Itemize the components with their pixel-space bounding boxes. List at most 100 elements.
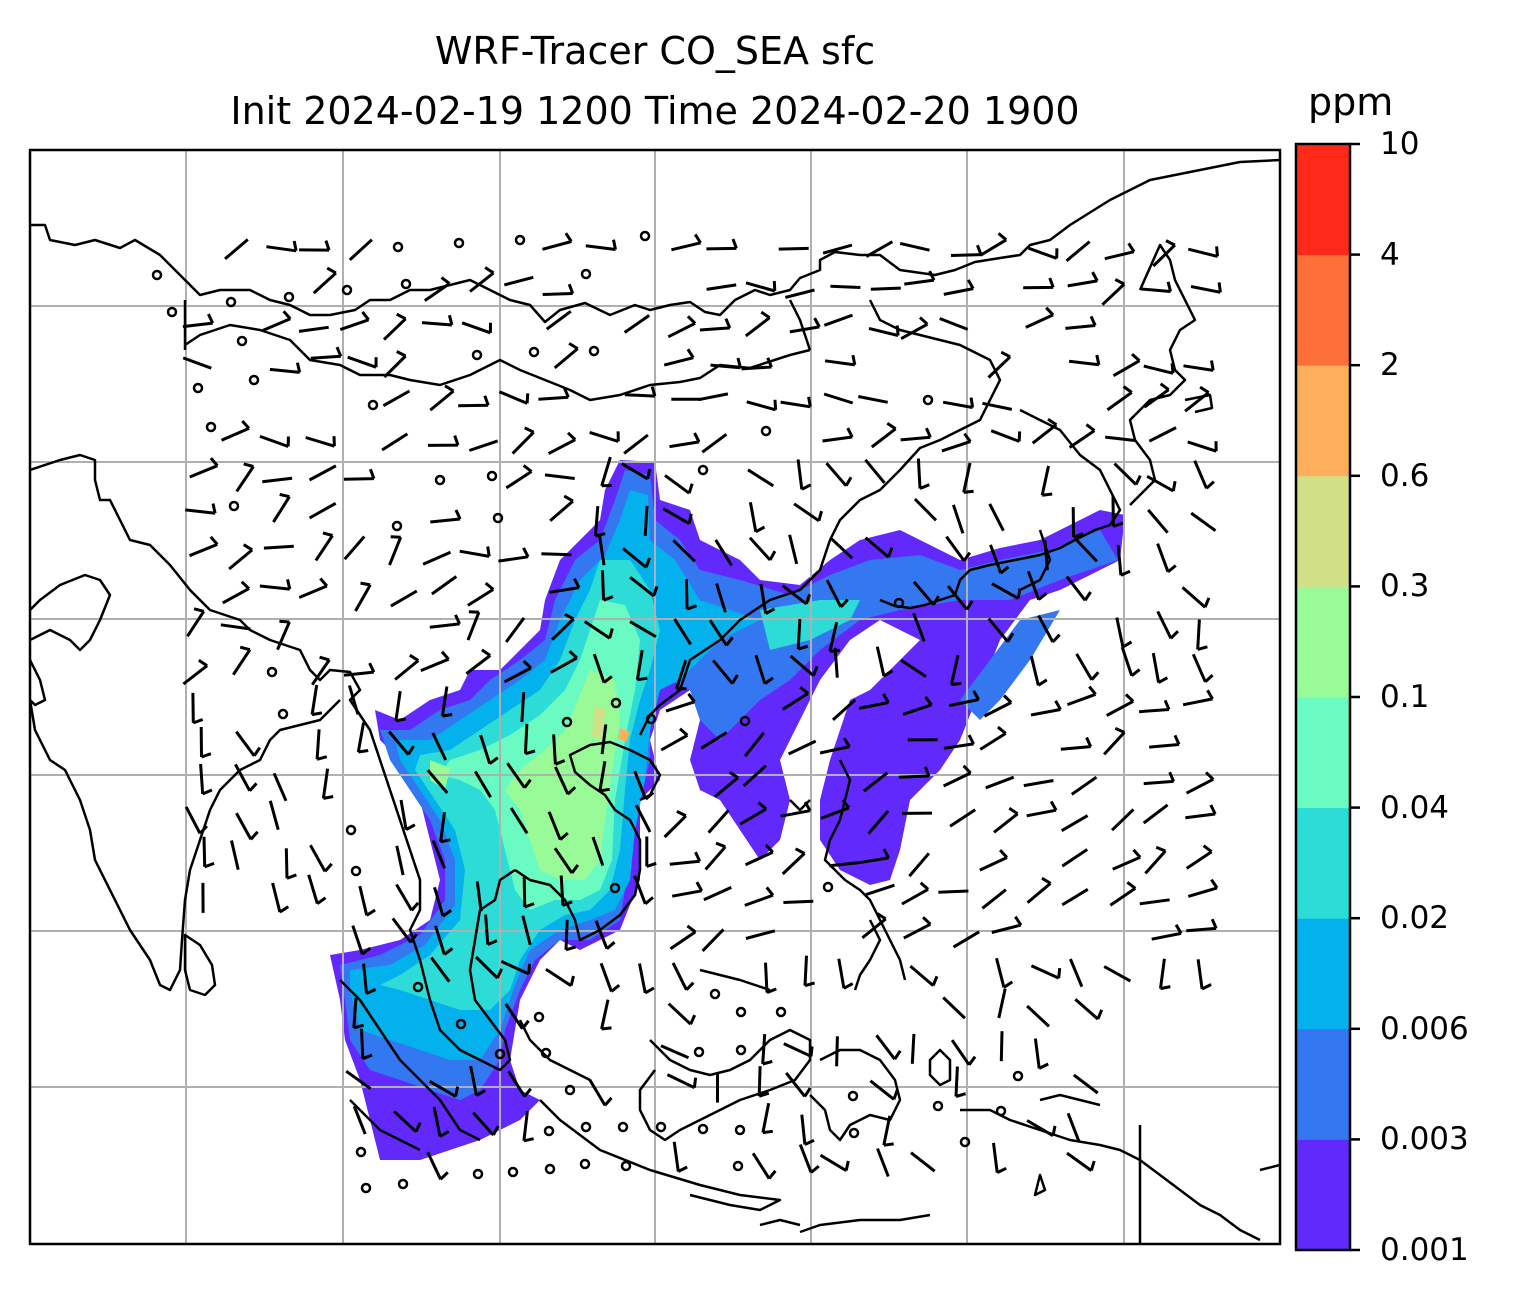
colorbar-segment bbox=[1296, 1139, 1350, 1251]
wind-barb bbox=[1074, 998, 1104, 1021]
wind-barb bbox=[701, 433, 728, 454]
wind-barb bbox=[780, 396, 812, 409]
wind-barb bbox=[825, 579, 849, 608]
wind-barb bbox=[1040, 465, 1053, 497]
wind-barb bbox=[671, 233, 702, 252]
wind-barb bbox=[1023, 779, 1054, 788]
wind-barb bbox=[904, 270, 936, 286]
wind-barb bbox=[431, 840, 446, 869]
calm-wind-marker bbox=[434, 474, 446, 486]
wind-barb bbox=[352, 997, 364, 1030]
wind-barb bbox=[266, 240, 298, 253]
wind-barb bbox=[182, 313, 215, 329]
wind-barb bbox=[426, 769, 449, 794]
wind-barb bbox=[468, 439, 499, 452]
wind-barb bbox=[671, 881, 704, 898]
calm-wind-marker bbox=[277, 708, 289, 720]
wind-barb bbox=[746, 399, 778, 412]
calm-wind-marker bbox=[391, 520, 403, 532]
wind-barb bbox=[952, 930, 980, 949]
wind-barb bbox=[865, 883, 895, 897]
wind-barb bbox=[667, 1002, 697, 1026]
wind-barb bbox=[861, 912, 887, 939]
wind-barb bbox=[509, 807, 529, 835]
calm-wind-marker bbox=[822, 881, 834, 893]
wind-barb bbox=[987, 350, 1012, 379]
wind-barb bbox=[701, 928, 725, 952]
calm-wind-marker bbox=[760, 425, 772, 437]
colorbar-tick-label: 0.3 bbox=[1380, 568, 1430, 605]
wind-barb bbox=[623, 433, 649, 455]
wind-barb bbox=[663, 810, 687, 839]
wind-barb bbox=[1190, 282, 1222, 294]
wind-barb bbox=[1185, 771, 1215, 795]
map-frame bbox=[28, 148, 1282, 1246]
wind-barb bbox=[865, 240, 894, 258]
wind-barb bbox=[362, 963, 377, 995]
wind-barb bbox=[1151, 652, 1169, 684]
wind-barb bbox=[1030, 700, 1062, 717]
wind-barb bbox=[981, 888, 1007, 910]
wind-barb bbox=[949, 808, 977, 828]
calm-wind-marker bbox=[732, 1160, 744, 1172]
wind-barb bbox=[660, 727, 689, 752]
wind-barb bbox=[311, 655, 331, 686]
wind-barb bbox=[1029, 655, 1048, 687]
wind-barb bbox=[825, 462, 853, 487]
colorbar-segment bbox=[1296, 144, 1350, 256]
calm-wind-marker bbox=[995, 1105, 1007, 1117]
wind-barb bbox=[351, 925, 372, 956]
wind-barb bbox=[1101, 278, 1126, 306]
wind-barb bbox=[506, 762, 532, 789]
wind-barb bbox=[321, 768, 334, 800]
wind-barb bbox=[900, 316, 929, 341]
wind-barb bbox=[803, 955, 816, 988]
wind-barb bbox=[1110, 808, 1135, 832]
wind-barb bbox=[1143, 363, 1175, 375]
wind-barb bbox=[991, 582, 1022, 600]
wind-barb bbox=[858, 395, 888, 404]
wind-barb bbox=[343, 662, 376, 677]
wind-barb bbox=[224, 238, 249, 261]
wind-barb bbox=[942, 996, 966, 1020]
wind-barb bbox=[831, 698, 857, 722]
wind-barb bbox=[503, 275, 534, 287]
wind-barb bbox=[1187, 440, 1218, 453]
wind-barb bbox=[783, 899, 814, 904]
wind-barb bbox=[232, 645, 252, 676]
colorbar-tick-label: 2 bbox=[1380, 347, 1400, 384]
wind-barb bbox=[541, 552, 572, 557]
wind-barb bbox=[822, 427, 854, 443]
calm-wind-marker bbox=[848, 1127, 860, 1139]
wind-barb bbox=[1120, 646, 1141, 677]
wind-barb bbox=[913, 497, 938, 522]
calm-wind-marker bbox=[580, 268, 592, 280]
wind-barb bbox=[1023, 277, 1055, 290]
wind-barb bbox=[498, 390, 530, 405]
wind-barb bbox=[757, 1066, 770, 1098]
wind-barb bbox=[503, 659, 532, 684]
wind-barb bbox=[824, 354, 857, 367]
wind-barb bbox=[1147, 508, 1169, 534]
wind-barb bbox=[1187, 246, 1219, 258]
wind-barb bbox=[1146, 474, 1177, 493]
wind-barb bbox=[629, 620, 657, 638]
calm-wind-marker bbox=[471, 349, 483, 361]
wind-barb bbox=[992, 1142, 1007, 1174]
wind-barb bbox=[1112, 352, 1141, 377]
wind-barb bbox=[547, 811, 569, 841]
wind-barb bbox=[1072, 1073, 1099, 1095]
wind-barb bbox=[271, 882, 290, 914]
wind-barb bbox=[951, 504, 965, 534]
wind-barb bbox=[312, 266, 337, 295]
wind-barb bbox=[1031, 418, 1058, 445]
wind-barb bbox=[1026, 876, 1052, 904]
wind-barb bbox=[634, 804, 652, 833]
wind-barb bbox=[1143, 771, 1175, 786]
wind-barb bbox=[360, 1028, 373, 1061]
wind-barb bbox=[307, 874, 327, 905]
wind-barb bbox=[583, 620, 614, 640]
wind-barb bbox=[230, 840, 240, 871]
wind-barb bbox=[1196, 619, 1208, 651]
wind-barb bbox=[1190, 511, 1217, 532]
